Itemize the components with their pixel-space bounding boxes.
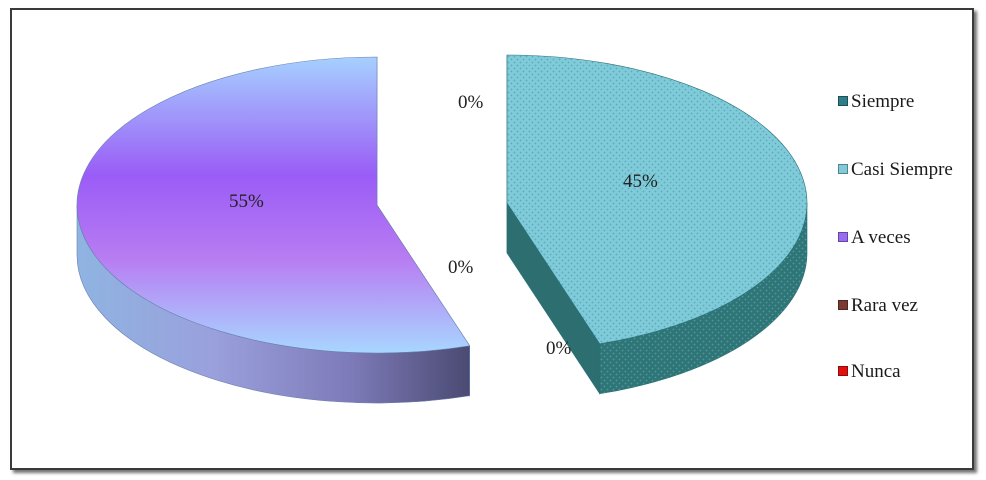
legend-label: Rara vez: [851, 295, 918, 316]
legend-label: Nunca: [851, 361, 901, 382]
data-label-siempre: 0%: [458, 92, 484, 113]
chart-frame: 0% 45% 55% 0% 0% Siempre Casi Siempre A veces R…: [10, 8, 974, 470]
pie-slice-a-veces: [76, 56, 471, 404]
legend-label: A veces: [851, 227, 911, 248]
legend-swatch: [838, 366, 848, 376]
slice-top: [506, 54, 808, 345]
legend-label: Siempre: [851, 91, 915, 112]
pie-chart: 0% 45% 55% 0% 0%: [76, 54, 808, 404]
data-label-casi-siempre: 45%: [623, 171, 658, 192]
data-label-rara-vez: 0%: [448, 257, 474, 278]
data-label-a-veces: 55%: [229, 191, 264, 212]
legend-item-a-veces: A veces: [838, 226, 961, 250]
pie-slice-casi-siempre: [506, 54, 808, 395]
legend-swatch: [838, 164, 848, 174]
legend-item-rara-vez: Rara vez: [838, 294, 961, 318]
legend-item-casi-siempre: Casi Siempre: [838, 158, 961, 182]
legend-swatch: [838, 300, 848, 310]
legend-item-siempre: Siempre: [838, 90, 961, 114]
slice-top: [76, 56, 471, 354]
legend-swatch: [838, 232, 848, 242]
legend-swatch: [838, 96, 848, 106]
data-label-nunca: 0%: [546, 338, 572, 359]
legend-item-nunca: Nunca: [838, 360, 961, 384]
legend-label: Casi Siempre: [851, 159, 953, 180]
